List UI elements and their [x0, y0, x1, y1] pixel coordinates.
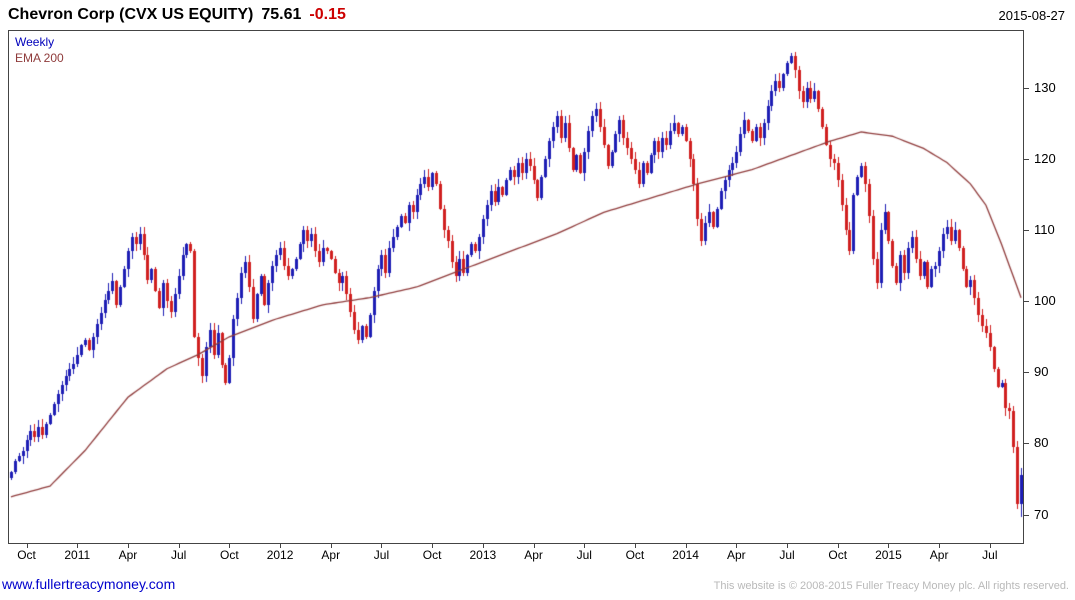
- x-axis-tick: [837, 544, 839, 548]
- x-axis-tick: [432, 544, 434, 548]
- legend-ema-label: EMA 200: [15, 51, 64, 65]
- x-axis-label: Jul: [982, 548, 998, 562]
- x-axis-tick: [939, 544, 941, 548]
- legend-weekly-label: Weekly: [15, 35, 55, 49]
- x-axis-label: 2011: [64, 548, 91, 562]
- y-axis-tick: [1024, 443, 1029, 445]
- chart-title: Chevron Corp (CVX US EQUITY): [8, 6, 254, 23]
- y-axis-tick: [1024, 87, 1029, 89]
- x-axis-label: Apr: [321, 548, 341, 562]
- x-axis-tick: [330, 544, 332, 548]
- x-axis-label: Oct: [828, 548, 848, 562]
- x-axis-tick: [178, 544, 180, 548]
- x-axis-label: Apr: [524, 548, 543, 562]
- price-chart-canvas: [9, 31, 1023, 543]
- chart-header: Chevron Corp (CVX US EQUITY) 75.61 -0.15: [8, 6, 346, 24]
- x-axis-tick: [989, 544, 991, 548]
- x-axis-tick: [685, 544, 687, 548]
- y-axis-label: 90: [1034, 364, 1049, 380]
- x-axis-tick: [634, 544, 636, 548]
- x-axis-label: Oct: [220, 548, 239, 562]
- footer-website-link[interactable]: www.fullertreacymoney.com: [2, 576, 176, 592]
- footer-copyright: This website is © 2008-2015 Fuller Treac…: [713, 580, 1069, 592]
- y-axis-tick: [1024, 230, 1029, 232]
- x-axis-tick: [584, 544, 586, 548]
- x-axis-label: Apr: [929, 548, 949, 562]
- chart-date: 2015-08-27: [998, 8, 1066, 23]
- x-axis-tick: [482, 544, 484, 548]
- x-axis-label: Apr: [118, 548, 138, 562]
- y-axis-label: 130: [1034, 79, 1056, 95]
- y-axis-tick: [1024, 372, 1029, 374]
- y-axis-tick: [1024, 514, 1029, 516]
- y-axis-label: 100: [1034, 293, 1056, 309]
- y-axis-tick: [1024, 301, 1029, 303]
- chart-legend: Weekly EMA 200: [15, 34, 64, 66]
- x-axis-label: 2012: [266, 548, 294, 562]
- y-axis-label: 70: [1034, 506, 1049, 522]
- x-axis-tick: [888, 544, 890, 548]
- x-axis-label: Apr: [727, 548, 746, 562]
- x-axis-tick: [26, 544, 28, 548]
- price-chart-plot: Weekly EMA 200: [8, 30, 1024, 544]
- x-axis-tick: [381, 544, 383, 548]
- x-axis-label: Oct: [625, 548, 645, 562]
- x-axis-label: Jul: [779, 548, 795, 562]
- x-axis-tick: [787, 544, 789, 548]
- x-axis-label: 2013: [469, 548, 497, 562]
- y-axis-label: 80: [1034, 435, 1049, 451]
- y-axis-label: 120: [1034, 151, 1056, 166]
- x-axis-label: Jul: [170, 548, 187, 562]
- y-axis-tick: [1024, 159, 1029, 160]
- x-axis-tick: [127, 544, 129, 548]
- x-axis-label: 2015: [875, 548, 902, 562]
- x-axis-label: Oct: [17, 548, 36, 562]
- y-axis-label: 110: [1034, 222, 1055, 238]
- x-axis-tick: [77, 544, 79, 548]
- x-axis-label: Oct: [422, 548, 442, 562]
- x-axis-tick: [736, 544, 738, 548]
- x-axis-label: 2014: [672, 548, 699, 562]
- x-axis-tick: [280, 544, 282, 548]
- x-axis-tick: [533, 544, 535, 548]
- last-price: 75.61: [261, 6, 302, 23]
- price-change: -0.15: [309, 6, 346, 23]
- x-axis-label: Jul: [373, 548, 390, 562]
- x-axis-label: Jul: [576, 548, 592, 562]
- x-axis-tick: [229, 544, 231, 548]
